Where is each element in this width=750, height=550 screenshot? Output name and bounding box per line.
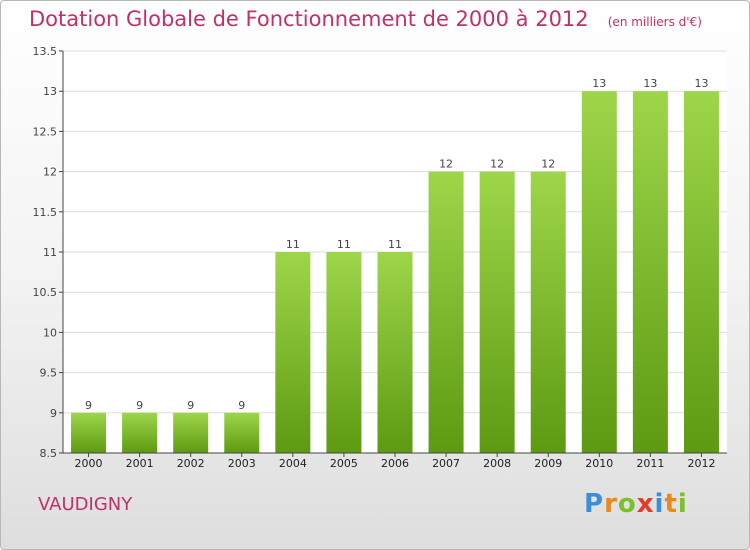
bar-value-label: 11 <box>388 238 402 251</box>
y-tick-label: 12 <box>43 166 57 179</box>
y-tick-label: 13.5 <box>33 45 58 58</box>
logo-letter: r <box>604 489 618 519</box>
x-tick-label: 2003 <box>228 457 256 470</box>
bar-2012 <box>683 91 719 453</box>
y-tick-label: 10 <box>43 326 57 339</box>
x-tick-label: 2007 <box>432 457 460 470</box>
y-tick-label: 11.5 <box>33 206 58 219</box>
y-tick-label: 9 <box>50 407 57 420</box>
x-tick-label: 2004 <box>279 457 307 470</box>
logo-letter: i <box>677 489 688 519</box>
bar-value-label: 12 <box>439 158 453 171</box>
bar-2009 <box>530 171 566 453</box>
y-tick-label: 10.5 <box>33 286 58 299</box>
bar-2008 <box>479 171 515 453</box>
logo-letter: i <box>654 489 665 519</box>
bar-value-label: 13 <box>694 77 708 90</box>
y-tick-label: 8.5 <box>40 447 58 460</box>
bars: 9 9 9 9 11 11 11 12 12 12 13 13 13 <box>71 77 719 453</box>
y-tick-label: 12.5 <box>33 125 58 138</box>
y-tick-label: 13 <box>43 85 57 98</box>
bar-value-label: 11 <box>337 238 351 251</box>
bar-2006 <box>377 252 413 453</box>
town-name: VAUDIGNY <box>38 494 133 515</box>
bar-value-label: 11 <box>286 238 300 251</box>
bar-2011 <box>632 91 668 453</box>
logo-letter: x <box>636 489 655 519</box>
y-tick-label: 9.5 <box>40 367 58 380</box>
proxiti-logo: Proxiti <box>584 489 688 519</box>
x-tick-label: 2000 <box>75 457 103 470</box>
bar-value-label: 9 <box>136 399 143 412</box>
bar-2002 <box>173 412 209 453</box>
x-tick-label: 2005 <box>330 457 358 470</box>
logo-letter: P <box>584 489 605 519</box>
bar-value-label: 13 <box>643 77 657 90</box>
bar-2007 <box>428 171 464 453</box>
x-tick-label: 2012 <box>687 457 715 470</box>
bar-value-label: 9 <box>238 399 245 412</box>
logo-letter: t <box>664 489 678 519</box>
bar-2010 <box>581 91 617 453</box>
bar-value-label: 9 <box>187 399 194 412</box>
bar-2004 <box>275 252 311 453</box>
bar-value-label: 12 <box>490 158 504 171</box>
x-tick-label: 2010 <box>585 457 613 470</box>
x-tick-label: 2009 <box>534 457 562 470</box>
bar-2000 <box>71 412 107 453</box>
chart-title-text: Dotation Globale de Fonctionnement de 20… <box>29 7 589 31</box>
bar-value-label: 13 <box>592 77 606 90</box>
bar-value-label: 12 <box>541 158 555 171</box>
x-tick-label: 2006 <box>381 457 409 470</box>
x-tick-label: 2001 <box>126 457 154 470</box>
y-axis-ticks: 8.5 9 9.5 10 10.5 11 11.5 12 12.5 13 13.5 <box>33 45 63 460</box>
chart-title: Dotation Globale de Fonctionnement de 20… <box>29 7 702 31</box>
x-tick-label: 2002 <box>177 457 205 470</box>
chart-unit: (en milliers d'€) <box>607 15 702 29</box>
bar-2005 <box>326 252 362 453</box>
x-tick-label: 2011 <box>636 457 664 470</box>
bar-2003 <box>224 412 260 453</box>
x-tick-label: 2008 <box>483 457 511 470</box>
x-axis-ticks: 2000 2001 2002 2003 2004 2005 2006 2007 2008 2009… <box>75 453 715 470</box>
bar-2001 <box>122 412 158 453</box>
logo-letter: o <box>617 489 637 519</box>
y-tick-label: 11 <box>43 246 57 259</box>
bar-value-label: 9 <box>85 399 92 412</box>
